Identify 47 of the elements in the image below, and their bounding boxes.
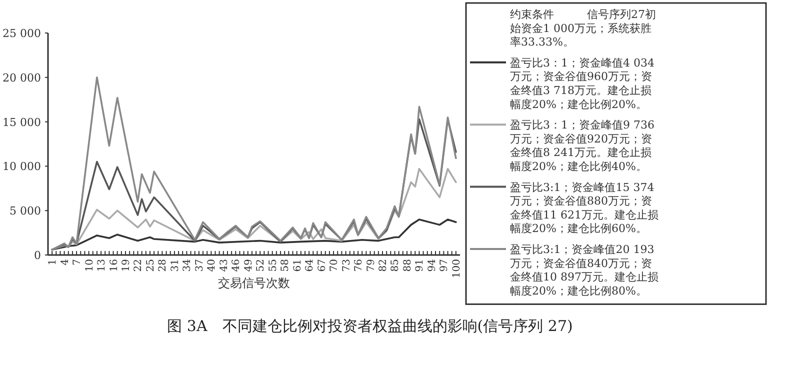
y-tick-label: 15 000 — [2, 116, 41, 129]
x-tick-label: 1 — [48, 259, 59, 266]
x-tick-label: 97 — [439, 259, 450, 272]
x-tick-label: 10 — [84, 259, 96, 272]
x-tick-label: 43 — [218, 259, 230, 272]
x-tick-label: 49 — [243, 259, 254, 272]
x-tick-label: 55 — [268, 259, 279, 272]
legend-label: 盈亏比3：1；资金峰值9 736万元；资金谷值920万元；资金终值8 241万元。建仓止损幅度20%；建仓比例40%。 — [510, 118, 654, 173]
legend-title: 约束条件 信号序列27初始资金1 000万元；系统获胜率33.33%。 — [510, 8, 656, 49]
y-tick-label: 5 000 — [10, 204, 41, 218]
x-tick-label: 46 — [231, 259, 242, 272]
y-tick-label: 20 000 — [2, 71, 41, 84]
x-tick-label: 88 — [402, 259, 414, 272]
x-tick-label: 79 — [366, 259, 377, 272]
text: 图 3A 不同建仓比例对投资者权益曲线的影响(信号序列 27) — [167, 317, 573, 335]
x-tick-label: 76 — [354, 259, 365, 272]
x-tick-label: 73 — [341, 259, 352, 272]
x-tick-label: 22 — [133, 259, 144, 272]
x-tick-label: 85 — [390, 259, 402, 272]
y-tick-label: 0 — [34, 249, 41, 262]
x-tick-label: 16 — [108, 259, 120, 272]
x-axis-title: 交易信号次数 — [218, 276, 290, 290]
x-tick-label: 100 — [451, 259, 462, 278]
x-tick-label: 25 — [145, 259, 156, 272]
x-tick-label: 4 — [60, 259, 71, 266]
legend-label: 盈亏比3:1；资金峰值15 374万元；资金谷值880万元；资金终值11 621万元。建仓止损幅度20%；建仓比例60%。 — [510, 180, 658, 236]
x-tick-label: 34 — [182, 259, 194, 272]
y-tick-label: 10 000 — [2, 160, 41, 174]
x-tick-label: 31 — [170, 259, 181, 272]
x-tick-label: 19 — [121, 259, 132, 272]
x-tick-label: 40 — [206, 259, 218, 272]
x-tick-label: 94 — [426, 259, 438, 272]
x-tick-label: 70 — [329, 259, 340, 272]
x-tick-label: 61 — [292, 259, 304, 272]
x-tick-label: 91 — [414, 259, 426, 272]
x-tick-label: 28 — [158, 259, 169, 272]
legend-label: 盈亏比3:1；资金峰值20 193万元；资金谷值840万元；资金终值10 897万元。建仓止损幅度20%；建仓比例80%。 — [510, 243, 658, 298]
x-tick-label: 37 — [194, 259, 206, 272]
x-tick-label: 64 — [304, 259, 316, 272]
x-tick-label: 13 — [96, 259, 108, 272]
x-tick-label: 58 — [280, 259, 292, 272]
x-tick-label: 82 — [378, 259, 389, 272]
legend-label: 盈亏比3：1；资金峰值4 034万元；资金谷值960万元；资金终值3 718万元。建仓止损幅度20%；建仓比例20%。 — [510, 56, 654, 111]
y-tick-label: 25 000 — [2, 27, 41, 40]
x-tick-label: 7 — [72, 259, 84, 266]
x-tick-label: 67 — [316, 259, 328, 272]
x-tick-label: 52 — [256, 259, 267, 272]
